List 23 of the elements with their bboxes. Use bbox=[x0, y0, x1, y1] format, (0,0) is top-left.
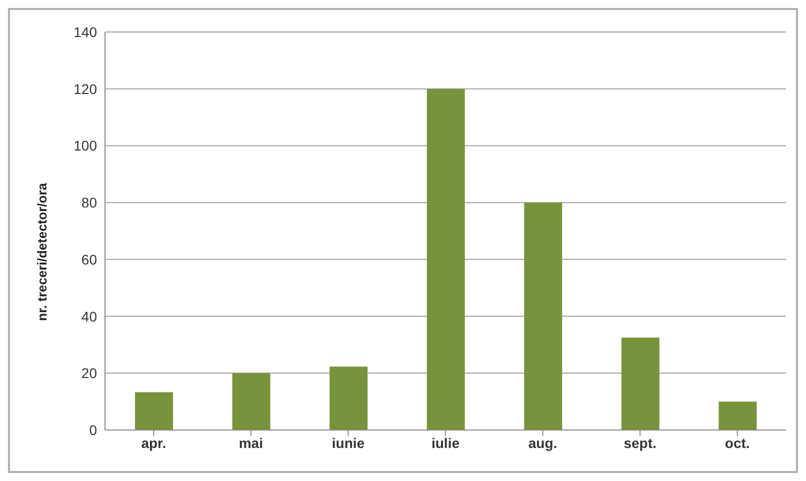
y-tick-label: 60 bbox=[81, 251, 98, 268]
bar bbox=[330, 366, 368, 430]
x-tick-label: oct. bbox=[724, 434, 750, 451]
y-tick-label: 120 bbox=[74, 80, 98, 97]
x-tick-label: apr. bbox=[141, 434, 166, 451]
x-tick-label: aug. bbox=[528, 434, 558, 451]
y-tick-label: 40 bbox=[81, 308, 98, 324]
y-tick-label: 100 bbox=[74, 138, 98, 154]
bar bbox=[524, 202, 562, 430]
bar bbox=[718, 402, 757, 430]
x-tick-label: iulie bbox=[431, 434, 460, 451]
x-tick-label: sept. bbox=[624, 434, 656, 451]
bar bbox=[426, 88, 465, 430]
y-tick-label: 80 bbox=[81, 194, 98, 211]
y-tick-label: 140 bbox=[74, 24, 98, 40]
y-tick-label: 0 bbox=[89, 422, 98, 438]
y-axis-title: nr. treceri/detector/ora bbox=[34, 182, 50, 321]
y-tick-label: 20 bbox=[81, 365, 98, 382]
bar bbox=[135, 392, 173, 430]
bar bbox=[621, 338, 660, 430]
x-tick-label: mai bbox=[238, 434, 263, 451]
x-tick-label: iunie bbox=[332, 434, 365, 451]
bar bbox=[232, 373, 270, 430]
